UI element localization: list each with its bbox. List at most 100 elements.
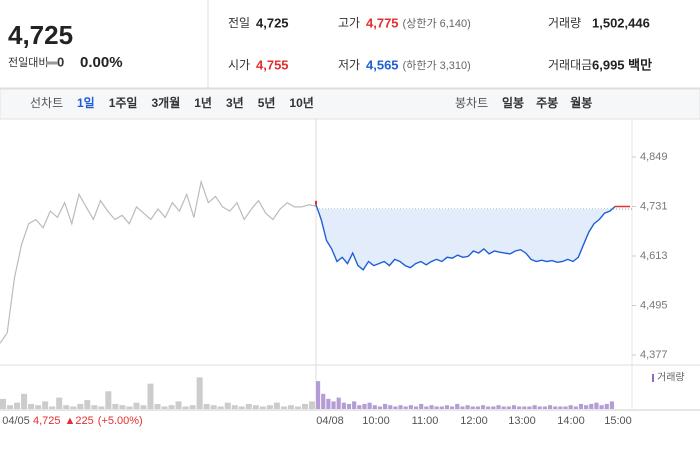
volume-bar bbox=[517, 406, 522, 409]
volume-bar bbox=[331, 401, 336, 409]
volume-bar bbox=[42, 401, 49, 409]
volume-bar bbox=[175, 401, 182, 409]
y-tick-label: 4,613 bbox=[640, 250, 668, 262]
volume-bar bbox=[0, 398, 7, 409]
x-tick-label: 13:00 bbox=[508, 415, 536, 427]
volume-bar bbox=[439, 406, 444, 409]
volume-bar bbox=[326, 398, 331, 409]
y-tick-label: 4,377 bbox=[640, 349, 668, 361]
x-tick-label: 04/08 bbox=[316, 415, 344, 427]
tab[interactable]: 1일 bbox=[77, 96, 95, 110]
stat-label: 전일 bbox=[228, 16, 250, 30]
stat-label: 고가 bbox=[338, 16, 360, 30]
tab[interactable]: 5년 bbox=[258, 96, 276, 110]
volume-bar bbox=[35, 405, 42, 409]
volume-bar bbox=[77, 403, 84, 409]
price-line bbox=[0, 179, 317, 344]
volume-bar bbox=[419, 403, 424, 409]
volume-bar bbox=[413, 406, 419, 409]
tab[interactable]: 3년 bbox=[226, 96, 244, 110]
volume-bar bbox=[28, 403, 35, 409]
volume-bar bbox=[7, 405, 14, 409]
tab[interactable]: 3개월 bbox=[151, 95, 180, 110]
volume-bar bbox=[266, 405, 273, 409]
volume-bar bbox=[584, 405, 589, 409]
volume-bar bbox=[460, 406, 465, 409]
volume-bar bbox=[346, 403, 352, 409]
stat-limit: (상한가 6,140) bbox=[403, 17, 471, 30]
volume-bar bbox=[542, 406, 547, 409]
volume-label: 거래량 bbox=[657, 372, 685, 384]
volume-bar bbox=[341, 402, 346, 409]
tab[interactable]: 일봉 bbox=[502, 96, 524, 110]
volume-bar bbox=[210, 405, 217, 409]
volume-bar bbox=[388, 405, 393, 409]
x-tick-label: 14:00 bbox=[557, 415, 585, 427]
prev-summary: (+5.00%) bbox=[98, 415, 143, 427]
volume-bar bbox=[480, 405, 486, 409]
volume-bar bbox=[367, 402, 372, 409]
volume-bar bbox=[224, 402, 231, 409]
volume-bar bbox=[98, 406, 105, 409]
x-tick-label: 15:00 bbox=[604, 415, 632, 427]
stat-label: 거래량 bbox=[548, 16, 581, 30]
tab-label: 봉차트 bbox=[455, 96, 488, 110]
volume-bar bbox=[357, 405, 362, 409]
y-tick-label: 4,495 bbox=[640, 299, 668, 311]
volume-bar bbox=[496, 405, 501, 409]
volume-bar bbox=[280, 406, 287, 409]
tab-label: 선차트 bbox=[30, 96, 63, 110]
volume-bar bbox=[362, 403, 367, 409]
volume-bar bbox=[91, 405, 98, 409]
tab[interactable]: 10년 bbox=[289, 96, 313, 110]
x-tick-label: 12:00 bbox=[460, 415, 488, 427]
volume-bar bbox=[231, 405, 238, 409]
volume-bar bbox=[287, 405, 294, 409]
tab[interactable]: 주봉 bbox=[536, 96, 558, 110]
volume-bar bbox=[501, 406, 506, 409]
volume-bar bbox=[238, 406, 245, 409]
volume-bar bbox=[294, 406, 301, 409]
volume-bar bbox=[182, 406, 189, 409]
volume-bar bbox=[316, 381, 321, 409]
volume-bar bbox=[301, 403, 308, 409]
volume-bar bbox=[547, 405, 553, 409]
volume-bar bbox=[424, 406, 429, 409]
tab[interactable]: 월봉 bbox=[570, 95, 592, 110]
change-label: 전일대비 bbox=[8, 55, 48, 69]
volume-bar bbox=[558, 406, 563, 409]
volume-bar bbox=[56, 397, 63, 409]
volume-bar bbox=[532, 405, 537, 409]
stat-label: 저가 bbox=[338, 58, 360, 72]
stat-value: 6,995 백만 bbox=[592, 57, 652, 72]
volume-bar bbox=[119, 405, 126, 409]
volume-bar bbox=[450, 406, 455, 409]
volume-bar bbox=[455, 403, 460, 409]
volume-bar bbox=[465, 405, 470, 409]
stat-value: 1,502,446 bbox=[592, 15, 650, 30]
tab[interactable]: 1년 bbox=[194, 96, 212, 110]
volume-bar bbox=[408, 405, 413, 409]
volume-bar bbox=[568, 405, 573, 409]
volume-bar bbox=[63, 405, 70, 409]
volume-bar bbox=[434, 406, 439, 409]
volume-bar bbox=[527, 406, 532, 409]
volume-bar bbox=[522, 406, 527, 409]
volume-bar bbox=[308, 401, 315, 409]
volume-bar bbox=[506, 406, 511, 409]
prev-summary: 4,725 bbox=[33, 415, 61, 427]
volume-bar bbox=[398, 405, 403, 409]
stat-value: 4,775 bbox=[366, 15, 399, 30]
volume-bar bbox=[511, 405, 517, 409]
volume-bar bbox=[203, 403, 210, 409]
volume-bar bbox=[133, 402, 140, 409]
change-pct: 0.00% bbox=[80, 54, 123, 71]
tab[interactable]: 1주일 bbox=[109, 96, 138, 110]
volume-bar bbox=[14, 402, 21, 409]
x-tick-label: 04/05 bbox=[2, 415, 30, 427]
volume-bar bbox=[245, 403, 252, 409]
volume-bar bbox=[609, 401, 614, 409]
x-tick-label: 11:00 bbox=[412, 415, 439, 427]
volume-bar bbox=[70, 406, 77, 409]
